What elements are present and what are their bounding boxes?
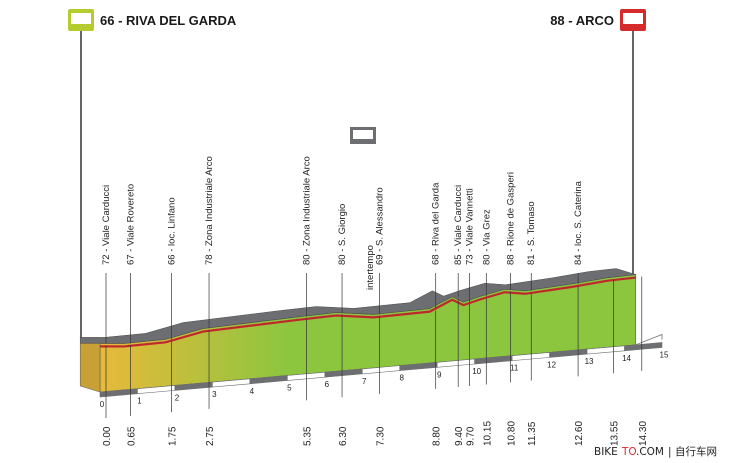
- watermark-sep: |: [668, 446, 672, 458]
- finish-title: 88 - ARCO: [550, 13, 614, 28]
- km-tick-label: 6: [325, 380, 330, 389]
- waypoint-label: 66 - loc. Linfano: [167, 197, 178, 265]
- km-tick-label: 2: [175, 393, 180, 402]
- distance-label: 14.30: [638, 421, 649, 446]
- km-tick-label: 1: [137, 397, 142, 406]
- distance-label: 9.70: [465, 426, 476, 446]
- distance-label: 11.35: [527, 421, 538, 446]
- start-marker: 66 - RIVA DEL GARDA: [68, 9, 237, 350]
- distance-label: 8.80: [432, 426, 443, 446]
- waypoint-label: 68 - Riva del Garda: [431, 182, 442, 265]
- intermediate-label: intertempo: [365, 245, 376, 290]
- intermediate-marker: intertempo: [350, 127, 376, 290]
- distance-label: 7.30: [376, 426, 387, 446]
- profile-top-band: [79, 268, 636, 344]
- waypoint-label: 88 - Rione de Gasperi: [506, 172, 517, 265]
- waypoint-label: 80 - S. Giorgio: [337, 204, 348, 265]
- waypoint-labels: 72 - Viale Carducci 67 - Viale Rovereto 66…: [101, 156, 643, 418]
- finish-flag-inner: [623, 13, 643, 24]
- profile-left-face: [79, 343, 101, 393]
- distance-label: 12.60: [574, 421, 585, 446]
- watermark-suffix: .COM: [636, 446, 664, 458]
- distance-label: 6.30: [338, 426, 349, 446]
- km-tick-label: 12: [547, 360, 556, 369]
- km-tick-label: 7: [362, 377, 367, 386]
- distance-label: 5.35: [302, 426, 313, 446]
- profile-area: [79, 268, 663, 398]
- waypoint-label: 73 - Viale Vannetti: [464, 188, 475, 265]
- waypoint-label: 78 - Zona Industriale Arco: [204, 156, 215, 265]
- intermediate-badge-inner: [353, 130, 373, 139]
- base-depth-edge: [635, 333, 663, 346]
- distance-labels: 0.00 0.65 1.75 2.75 5.35 6.30 7.30 8.80 9.40 9.70…: [102, 421, 649, 446]
- km-tick-label: 0: [100, 400, 105, 409]
- km-tick-label: 10: [472, 367, 481, 376]
- waypoint-label: 85 - Viale Carducci: [453, 185, 464, 265]
- distance-label: 0.00: [102, 426, 113, 446]
- watermark-brand-b: TO: [621, 446, 637, 458]
- km-tick-label: 8: [400, 374, 405, 383]
- waypoint-label: 81 - S. Tomaso: [526, 201, 537, 265]
- watermark-cn: 自行车网: [675, 445, 717, 458]
- km-tick-label: 5: [287, 384, 292, 393]
- km-tick-label: 15: [660, 351, 669, 360]
- start-title: 66 - RIVA DEL GARDA: [100, 13, 237, 28]
- distance-label: 1.75: [168, 426, 179, 446]
- distance-label: 0.65: [126, 426, 137, 446]
- route-line: [99, 276, 636, 348]
- km-segment: [624, 342, 663, 352]
- watermark: BIKE TO .COM | 自行车网: [594, 445, 717, 458]
- distance-label: 10.80: [507, 421, 518, 446]
- waypoint-label: 80 - Zona Industriale Arco: [301, 156, 312, 265]
- km-tick-label: 9: [437, 370, 442, 379]
- km-tick-label: 11: [510, 364, 519, 373]
- waypoint-label: 72 - Viale Carducci: [101, 185, 112, 265]
- km-tick-label: 13: [585, 357, 594, 366]
- distance-label: 2.75: [205, 426, 216, 446]
- distance-label: 13.55: [610, 421, 621, 446]
- distance-label: 9.40: [454, 426, 465, 446]
- watermark-brand-a: BIKE: [594, 446, 618, 458]
- waypoint-label: 84 - loc. S. Caterina: [573, 180, 584, 265]
- km-axis: 0 1 2 3 4 5 6 7 8 9 10 11 12 13 14 15: [100, 351, 669, 410]
- waypoint-label: 69 - S. Alessandro: [375, 187, 386, 265]
- km-tick-label: 4: [250, 387, 255, 396]
- km-tick-label: 3: [212, 390, 217, 399]
- start-flag-inner: [71, 13, 91, 24]
- waypoint-label: 80 - Via Grez: [481, 209, 492, 265]
- distance-label: 10.15: [482, 421, 493, 446]
- finish-marker: 88 - ARCO: [550, 9, 646, 280]
- waypoint-label: 67 - Viale Rovereto: [125, 184, 136, 265]
- km-tick-label: 14: [622, 354, 631, 363]
